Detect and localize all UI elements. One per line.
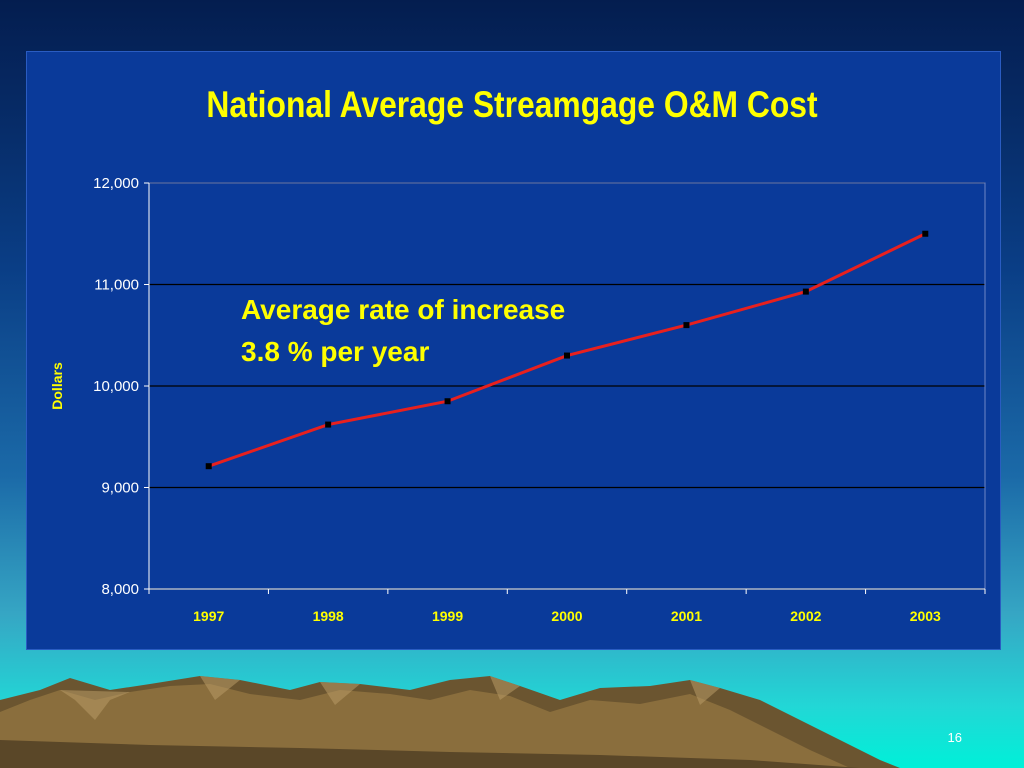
x-axis: 1997 1998 1999 2000 2001 2002 2003	[148, 588, 986, 624]
valley-floor	[0, 740, 860, 768]
data-point	[802, 288, 809, 295]
y-tick-label: 10,000	[93, 378, 139, 395]
annotation-line-2: 3.8 % per year	[241, 336, 429, 367]
data-point	[683, 322, 690, 329]
chart-title: National Average Streamgage O&M Cost	[206, 84, 818, 125]
y-axis: 8,000 9,000 10,000 11,000 12,000	[93, 175, 150, 598]
y-axis-label: Dollars	[49, 362, 65, 410]
x-tick-label: 2000	[551, 608, 582, 624]
mountain-highlight	[60, 676, 720, 720]
data-point	[444, 398, 451, 405]
x-tick-label: 1999	[432, 608, 463, 624]
y-tick-label: 9,000	[101, 480, 139, 497]
data-points	[205, 230, 929, 470]
data-point	[564, 352, 570, 359]
y-tick-label: 8,000	[101, 581, 139, 598]
y-tick-label: 12,000	[93, 175, 139, 192]
data-point	[205, 463, 212, 470]
data-point	[922, 230, 929, 237]
x-tick-label: 1997	[193, 608, 224, 624]
page-number: 16	[947, 730, 962, 745]
x-tick-label: 1998	[313, 608, 344, 624]
x-tick-label: 2002	[790, 608, 821, 624]
annotation-line-1: Average rate of increase	[241, 294, 565, 325]
chart-panel	[26, 51, 1001, 650]
x-tick-label: 2003	[910, 608, 941, 624]
data-point	[325, 421, 332, 428]
x-tick-label: 2001	[671, 608, 702, 624]
y-tick-label: 11,000	[94, 277, 139, 294]
